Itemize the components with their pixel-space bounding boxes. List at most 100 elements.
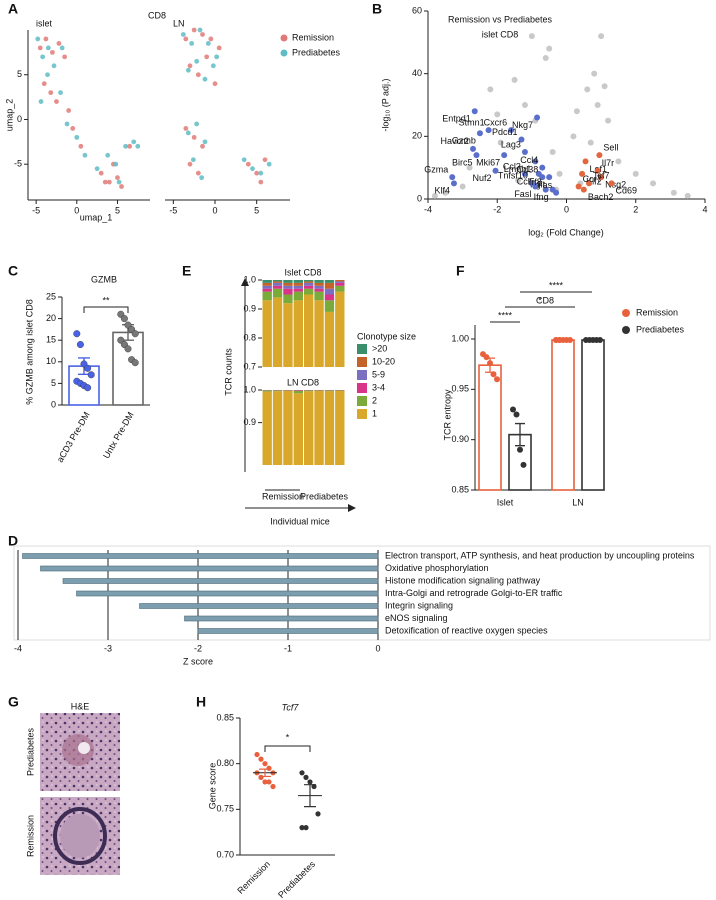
legend-label: 3-4 bbox=[372, 382, 385, 392]
stack-segment bbox=[314, 390, 324, 465]
stack-segment bbox=[314, 300, 324, 367]
gene-point bbox=[582, 158, 589, 165]
y-tick-label: 0.7 bbox=[243, 361, 256, 371]
data-point bbox=[483, 354, 490, 361]
y-tick-label: 0 bbox=[417, 193, 422, 203]
umap-point bbox=[204, 54, 210, 60]
data-point bbox=[87, 371, 95, 379]
umap-point bbox=[102, 179, 108, 185]
umap-point bbox=[62, 54, 67, 60]
gene-point bbox=[518, 136, 525, 143]
stack-segment bbox=[304, 288, 314, 295]
data-point bbox=[124, 345, 132, 353]
stack-segment bbox=[335, 390, 345, 465]
bar bbox=[197, 628, 379, 634]
data-point bbox=[84, 364, 92, 372]
stack-segment bbox=[262, 391, 272, 465]
gene-label: Il7r bbox=[602, 158, 615, 168]
umap-point bbox=[105, 152, 111, 158]
gene-label: Cd69 bbox=[616, 186, 638, 196]
stack-segment bbox=[293, 280, 303, 283]
category-label: Detoxification of reactive oxygen specie… bbox=[385, 625, 548, 635]
stack-segment bbox=[324, 294, 335, 301]
gene-point bbox=[580, 186, 587, 193]
umap-point bbox=[205, 41, 211, 46]
image-title: H&E bbox=[71, 701, 90, 711]
stack-segment bbox=[304, 281, 314, 283]
umap-point bbox=[194, 58, 200, 64]
error-bar bbox=[304, 784, 316, 808]
stack-segment bbox=[293, 390, 303, 391]
panel-letter: A bbox=[8, 1, 18, 17]
gene-point bbox=[532, 158, 539, 165]
umap-point bbox=[197, 27, 203, 33]
data-point bbox=[303, 825, 309, 831]
umap-point bbox=[190, 157, 196, 163]
gene-label: Birc5 bbox=[452, 158, 473, 168]
gene-point bbox=[598, 33, 605, 40]
data-point bbox=[131, 330, 139, 338]
data-point bbox=[266, 765, 272, 771]
gene-point bbox=[511, 76, 518, 83]
x-tick-label: -4 bbox=[424, 204, 432, 214]
umap-point bbox=[262, 157, 268, 163]
chart-title: GZMB bbox=[91, 274, 117, 284]
umap-point bbox=[123, 143, 128, 149]
x-tick-label: 0 bbox=[74, 205, 79, 215]
umap-point bbox=[212, 81, 218, 87]
row-label: Remission bbox=[25, 815, 35, 857]
data-point bbox=[487, 360, 493, 367]
bar bbox=[22, 553, 379, 559]
stack-segment bbox=[272, 280, 283, 282]
gene-point bbox=[546, 45, 553, 52]
significance-label: ** bbox=[102, 295, 110, 305]
x-tick-label: Islet bbox=[497, 497, 514, 507]
stack-segment bbox=[304, 282, 314, 286]
significance-label: * bbox=[538, 295, 542, 305]
x-tick-label: -5 bbox=[169, 205, 177, 215]
stack-segment bbox=[293, 288, 303, 292]
gene-point bbox=[497, 139, 504, 146]
x-tick-label: 4 bbox=[702, 204, 707, 214]
stack-segment bbox=[262, 300, 272, 367]
data-point bbox=[567, 337, 573, 344]
data-point bbox=[513, 411, 520, 418]
significance-label: **** bbox=[549, 280, 564, 290]
umap-point bbox=[250, 166, 255, 172]
chart-title: Remission vs Prediabetes bbox=[448, 14, 553, 24]
data-point bbox=[520, 461, 527, 468]
x-tick-label: -2 bbox=[194, 643, 202, 653]
umap-point bbox=[216, 45, 222, 51]
umap-point bbox=[180, 32, 186, 37]
umap-point bbox=[183, 126, 189, 131]
stack-segment bbox=[335, 285, 345, 292]
stack-segment bbox=[283, 285, 293, 289]
stack-segment bbox=[283, 390, 293, 391]
x-axis-label: log₂ (Fold Change) bbox=[528, 227, 604, 237]
stack-segment bbox=[324, 300, 335, 312]
umap-point bbox=[35, 36, 41, 42]
category-label: Integrin signaling bbox=[385, 600, 453, 610]
umap-point bbox=[66, 108, 72, 113]
significance-bracket bbox=[264, 745, 311, 752]
gene-point bbox=[556, 170, 563, 177]
gene-label: Ccl3 bbox=[503, 161, 521, 171]
error-bar bbox=[259, 768, 271, 778]
umap-point bbox=[116, 179, 122, 185]
gene-point bbox=[494, 111, 501, 118]
gene-label: Nuf2 bbox=[473, 173, 492, 183]
umap-point bbox=[135, 143, 141, 149]
data-point bbox=[517, 446, 523, 453]
gene-point bbox=[570, 133, 577, 140]
chart-subtitle: islet CD8 bbox=[482, 29, 519, 39]
x-tick-label: Untx Pre-DM bbox=[101, 410, 136, 460]
legend-swatch bbox=[357, 344, 367, 354]
legend-label: 10-20 bbox=[372, 356, 395, 366]
gene-point bbox=[450, 180, 457, 187]
gene-point bbox=[632, 170, 639, 177]
gene-point bbox=[449, 174, 456, 181]
gene-point bbox=[459, 183, 466, 190]
data-point bbox=[131, 359, 139, 367]
stack-segment bbox=[283, 288, 293, 295]
y-tick-label: 0.70 bbox=[216, 849, 234, 859]
